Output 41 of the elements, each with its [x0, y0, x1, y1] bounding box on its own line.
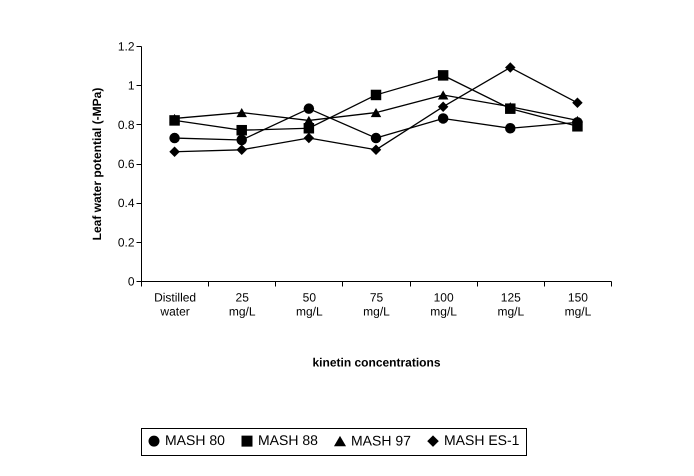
y-tick-label: 0.8	[118, 118, 135, 132]
point	[505, 62, 516, 73]
point	[236, 124, 247, 136]
point	[438, 101, 448, 112]
y-tick-label: 1.2	[118, 40, 135, 54]
x-tick-label: 75 mg/L	[363, 290, 390, 318]
x-tick-label: Distilled water	[154, 290, 196, 318]
point	[370, 144, 382, 156]
point	[304, 116, 314, 125]
legend-label: MASH ES-1	[444, 432, 520, 448]
y-tick-label: 0	[128, 274, 135, 288]
point	[236, 144, 247, 156]
point	[304, 132, 314, 144]
point	[370, 132, 382, 144]
x-tick-label: 125 mg/L	[497, 290, 524, 318]
x-tick-label: 100 mg/L	[430, 290, 458, 318]
point	[438, 113, 448, 124]
legend-label: MASH 88	[258, 432, 318, 448]
x-tick-label: 50 mg/L	[296, 290, 324, 318]
point	[438, 70, 448, 81]
point	[169, 132, 180, 144]
point	[236, 108, 247, 118]
point	[370, 108, 382, 118]
point	[236, 134, 247, 146]
point	[505, 123, 516, 134]
point	[438, 90, 448, 100]
point	[370, 90, 382, 100]
y-tick-label: 1	[128, 78, 135, 93]
point	[572, 98, 583, 108]
y-tick-label: 0.4	[118, 196, 135, 210]
y-axis-title: Leaf water potential (-MPa)	[90, 88, 104, 240]
y-tick-label: 0.6	[118, 157, 135, 171]
point	[304, 103, 314, 114]
x-tick-label: 25 mg/L	[228, 290, 256, 318]
legend-label: MASH 97	[351, 432, 412, 448]
x-tick-label: 150 mg/L	[564, 290, 592, 318]
point	[169, 146, 180, 157]
point	[169, 114, 180, 123]
legend-label: MASH 80	[165, 432, 226, 448]
x-axis-title: kinetin concentrations	[312, 356, 441, 370]
y-tick-label: 0.2	[118, 235, 135, 250]
